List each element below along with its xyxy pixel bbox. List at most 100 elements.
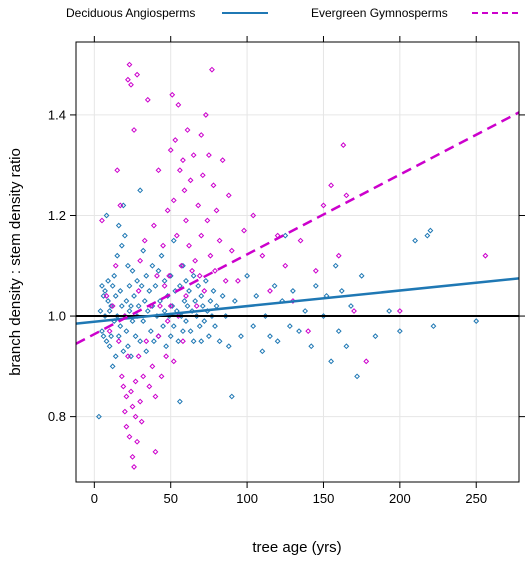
point-evergreen <box>132 378 139 385</box>
point-evergreen <box>178 262 185 269</box>
point-evergreen <box>157 303 163 309</box>
point-evergreen <box>320 202 327 209</box>
point-evergreen <box>152 393 159 400</box>
point-deciduous <box>190 272 197 279</box>
point-evergreen <box>129 453 136 460</box>
point-evergreen <box>222 277 229 284</box>
point-evergreen <box>109 303 116 309</box>
point-deciduous <box>192 298 199 304</box>
point-evergreen <box>120 383 127 390</box>
point-evergreen <box>198 232 205 239</box>
x-tick-label: 0 <box>91 491 98 506</box>
point-evergreen <box>131 127 137 133</box>
point-deciduous <box>143 348 150 355</box>
point-deciduous <box>158 252 165 259</box>
point-deciduous <box>115 333 122 340</box>
point-deciduous <box>198 338 205 345</box>
point-deciduous <box>169 303 176 309</box>
point-deciduous <box>112 293 119 299</box>
point-evergreen <box>138 418 145 425</box>
point-deciduous <box>253 293 260 299</box>
point-evergreen <box>180 338 186 345</box>
point-deciduous <box>125 343 131 350</box>
point-evergreen <box>164 318 171 324</box>
point-deciduous <box>332 262 339 269</box>
point-evergreen <box>99 217 105 224</box>
point-deciduous <box>163 343 170 350</box>
point-deciduous <box>238 333 244 340</box>
point-deciduous <box>143 272 150 279</box>
point-evergreen <box>363 358 370 365</box>
y-tick-label: 0.8 <box>48 409 66 424</box>
point-deciduous <box>138 282 145 289</box>
point-deciduous <box>115 222 122 229</box>
point-evergreen <box>160 242 166 249</box>
point-deciduous <box>155 267 162 274</box>
point-evergreen <box>128 81 134 88</box>
point-deciduous <box>198 293 205 299</box>
point-deciduous <box>118 303 125 309</box>
point-deciduous <box>219 293 226 299</box>
point-deciduous <box>117 288 124 294</box>
point-deciduous <box>108 333 115 340</box>
point-deciduous <box>186 288 192 294</box>
point-deciduous <box>267 333 273 340</box>
point-evergreen <box>186 242 192 249</box>
x-tick-label: 200 <box>389 491 411 506</box>
point-evergreen <box>184 127 191 133</box>
point-deciduous <box>105 277 111 284</box>
point-deciduous <box>117 323 124 330</box>
point-deciduous <box>189 308 196 314</box>
point-evergreen <box>172 137 179 143</box>
point-evergreen <box>167 303 174 309</box>
point-evergreen <box>144 96 151 103</box>
point-evergreen <box>169 91 176 98</box>
point-deciduous <box>196 323 203 330</box>
point-deciduous <box>335 328 342 335</box>
point-deciduous <box>183 277 189 284</box>
point-evergreen <box>187 177 194 184</box>
point-deciduous <box>123 328 130 335</box>
legend-label-deciduous: Deciduous Angiosperms <box>66 6 195 20</box>
point-deciduous <box>176 398 183 405</box>
grid <box>76 42 519 482</box>
point-evergreen <box>126 433 133 440</box>
point-evergreen <box>219 157 226 164</box>
point-evergreen <box>189 267 196 274</box>
point-deciduous <box>190 338 197 345</box>
point-evergreen <box>154 272 160 279</box>
point-deciduous <box>282 232 289 239</box>
y-tick-label: 1.2 <box>48 208 66 223</box>
point-evergreen <box>213 207 220 214</box>
x-tick-label: 100 <box>236 491 258 506</box>
point-evergreen <box>199 172 206 179</box>
point-deciduous <box>274 338 281 345</box>
point-deciduous <box>354 373 360 380</box>
point-evergreen <box>146 383 153 390</box>
point-deciduous <box>99 282 105 289</box>
x-tick-label: 150 <box>313 491 335 506</box>
point-deciduous <box>338 288 345 294</box>
point-evergreen <box>196 272 203 279</box>
point-deciduous <box>183 318 189 324</box>
point-deciduous <box>181 298 188 304</box>
point-deciduous <box>271 282 278 289</box>
point-deciduous <box>195 282 202 289</box>
point-evergreen <box>149 363 156 370</box>
point-evergreen <box>123 423 130 430</box>
point-deciduous <box>250 323 257 330</box>
point-deciduous <box>244 272 250 279</box>
point-evergreen <box>164 207 171 214</box>
point-evergreen <box>259 252 266 259</box>
point-evergreen <box>297 237 304 244</box>
point-evergreen <box>250 212 257 219</box>
point-deciduous <box>126 282 133 289</box>
point-deciduous <box>358 272 365 279</box>
point-deciduous <box>210 288 217 294</box>
point-evergreen <box>132 413 139 420</box>
point-evergreen <box>225 192 232 199</box>
point-deciduous <box>131 293 137 299</box>
point-deciduous <box>146 288 153 294</box>
point-evergreen <box>335 252 342 259</box>
